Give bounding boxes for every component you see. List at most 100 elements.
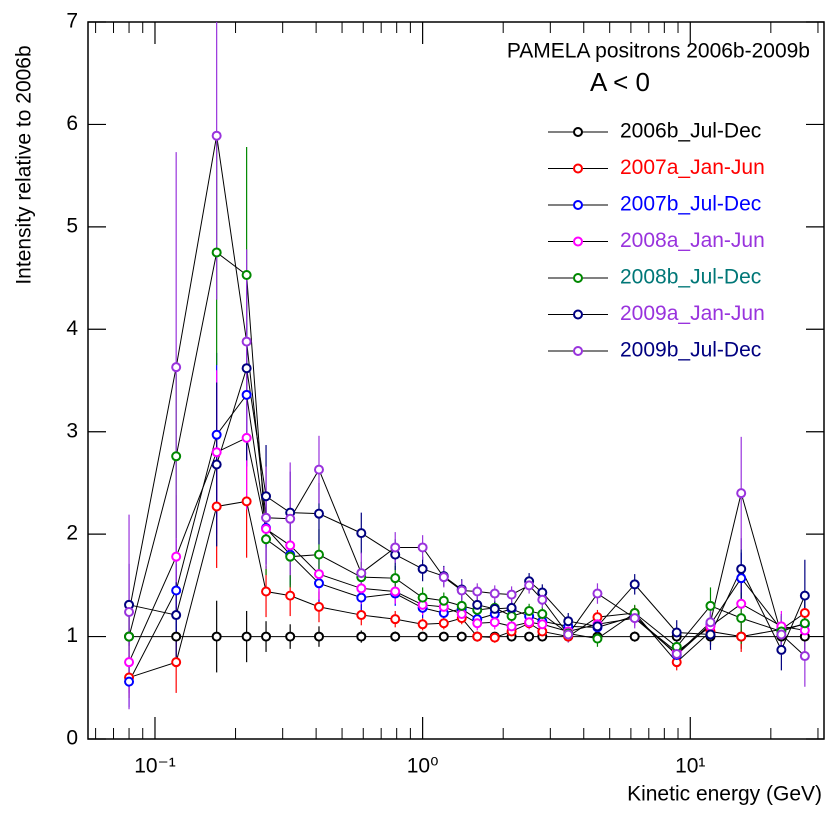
data-point xyxy=(438,618,449,629)
legend-label: 2007b_Jul-Dec xyxy=(620,193,761,216)
data-point xyxy=(285,540,296,551)
legend-marker xyxy=(573,273,583,283)
data-point xyxy=(313,578,324,589)
data-point xyxy=(211,501,222,512)
y-tick-label: 6 xyxy=(66,112,78,135)
data-point xyxy=(171,585,182,596)
data-point xyxy=(211,631,222,642)
data-point xyxy=(537,594,548,605)
data-point xyxy=(241,631,252,642)
data-point xyxy=(537,609,548,620)
data-point xyxy=(241,336,252,347)
data-point xyxy=(456,600,467,611)
data-point xyxy=(171,551,182,562)
data-point xyxy=(592,633,603,644)
data-point xyxy=(171,362,182,373)
legend-marker xyxy=(573,309,583,320)
data-point xyxy=(417,542,428,553)
data-point xyxy=(211,429,222,440)
data-point xyxy=(736,488,747,499)
data-point xyxy=(776,644,787,655)
data-point xyxy=(171,451,182,462)
data-point xyxy=(261,534,272,545)
y-tick-label: 2 xyxy=(66,522,78,545)
data-point xyxy=(736,573,747,584)
data-point xyxy=(489,603,500,614)
data-point xyxy=(629,631,640,642)
legend-label: 2009a_Jan-Jun xyxy=(620,302,765,325)
data-point xyxy=(736,563,747,574)
data-point xyxy=(356,528,367,539)
data-point xyxy=(124,631,135,642)
data-point xyxy=(799,608,810,619)
data-point xyxy=(390,542,401,553)
data-point xyxy=(456,585,467,596)
data-point xyxy=(211,447,222,458)
data-point xyxy=(171,631,182,642)
data-point xyxy=(524,580,535,591)
chart-subtitle: A < 0 xyxy=(590,67,650,97)
y-tick-label: 0 xyxy=(66,727,78,750)
data-point xyxy=(390,573,401,584)
y-tick-label: 3 xyxy=(66,419,78,442)
data-point xyxy=(563,616,574,627)
data-point xyxy=(629,613,640,624)
data-point xyxy=(390,586,401,597)
data-point xyxy=(313,464,324,475)
data-point xyxy=(313,601,324,612)
data-point xyxy=(489,588,500,599)
data-point xyxy=(736,631,747,642)
data-point xyxy=(356,610,367,621)
data-point xyxy=(472,631,483,642)
data-point xyxy=(506,621,517,632)
legend-marker xyxy=(573,236,583,247)
legend-marker xyxy=(573,163,583,174)
data-point xyxy=(285,513,296,524)
data-point xyxy=(776,629,787,640)
data-point xyxy=(417,619,428,630)
data-point xyxy=(261,491,272,502)
data-point xyxy=(524,605,535,616)
data-point xyxy=(261,586,272,597)
x-tick-label: 10⁰ xyxy=(407,755,439,778)
data-point xyxy=(592,621,603,632)
data-point xyxy=(438,572,449,583)
data-point xyxy=(241,269,252,280)
chart-title: PAMELA positrons 2006b-2009b xyxy=(507,40,810,63)
data-point xyxy=(261,512,272,523)
data-point xyxy=(285,551,296,562)
data-point xyxy=(390,614,401,625)
legend-marker xyxy=(573,346,583,356)
data-point xyxy=(524,617,535,628)
data-point xyxy=(417,563,428,574)
data-point xyxy=(313,569,324,580)
data-point xyxy=(671,648,682,659)
legend-label: 2009b_Jul-Dec xyxy=(620,339,761,362)
data-point xyxy=(356,568,367,579)
data-point xyxy=(124,606,135,617)
data-point xyxy=(563,629,574,640)
data-point xyxy=(417,631,428,642)
data-point xyxy=(124,676,135,687)
data-point xyxy=(241,432,252,443)
data-point xyxy=(472,586,483,597)
data-point xyxy=(313,508,324,519)
data-point xyxy=(356,583,367,594)
data-point xyxy=(390,631,401,642)
data-point xyxy=(489,617,500,628)
legend-marker xyxy=(573,127,583,137)
legend-label: 2006b_Jul-Dec xyxy=(620,120,761,143)
data-point xyxy=(285,590,296,601)
data-point xyxy=(489,632,500,643)
data-point xyxy=(506,589,517,600)
y-axis-title: Intensity relative to 2006b xyxy=(13,45,36,284)
y-tick-label: 4 xyxy=(66,317,78,340)
data-point xyxy=(524,631,535,642)
x-tick-label: 10¹ xyxy=(675,755,705,778)
data-point xyxy=(171,610,182,621)
data-point xyxy=(171,657,182,668)
data-point xyxy=(438,595,449,606)
data-point xyxy=(356,592,367,603)
data-point xyxy=(241,389,252,400)
